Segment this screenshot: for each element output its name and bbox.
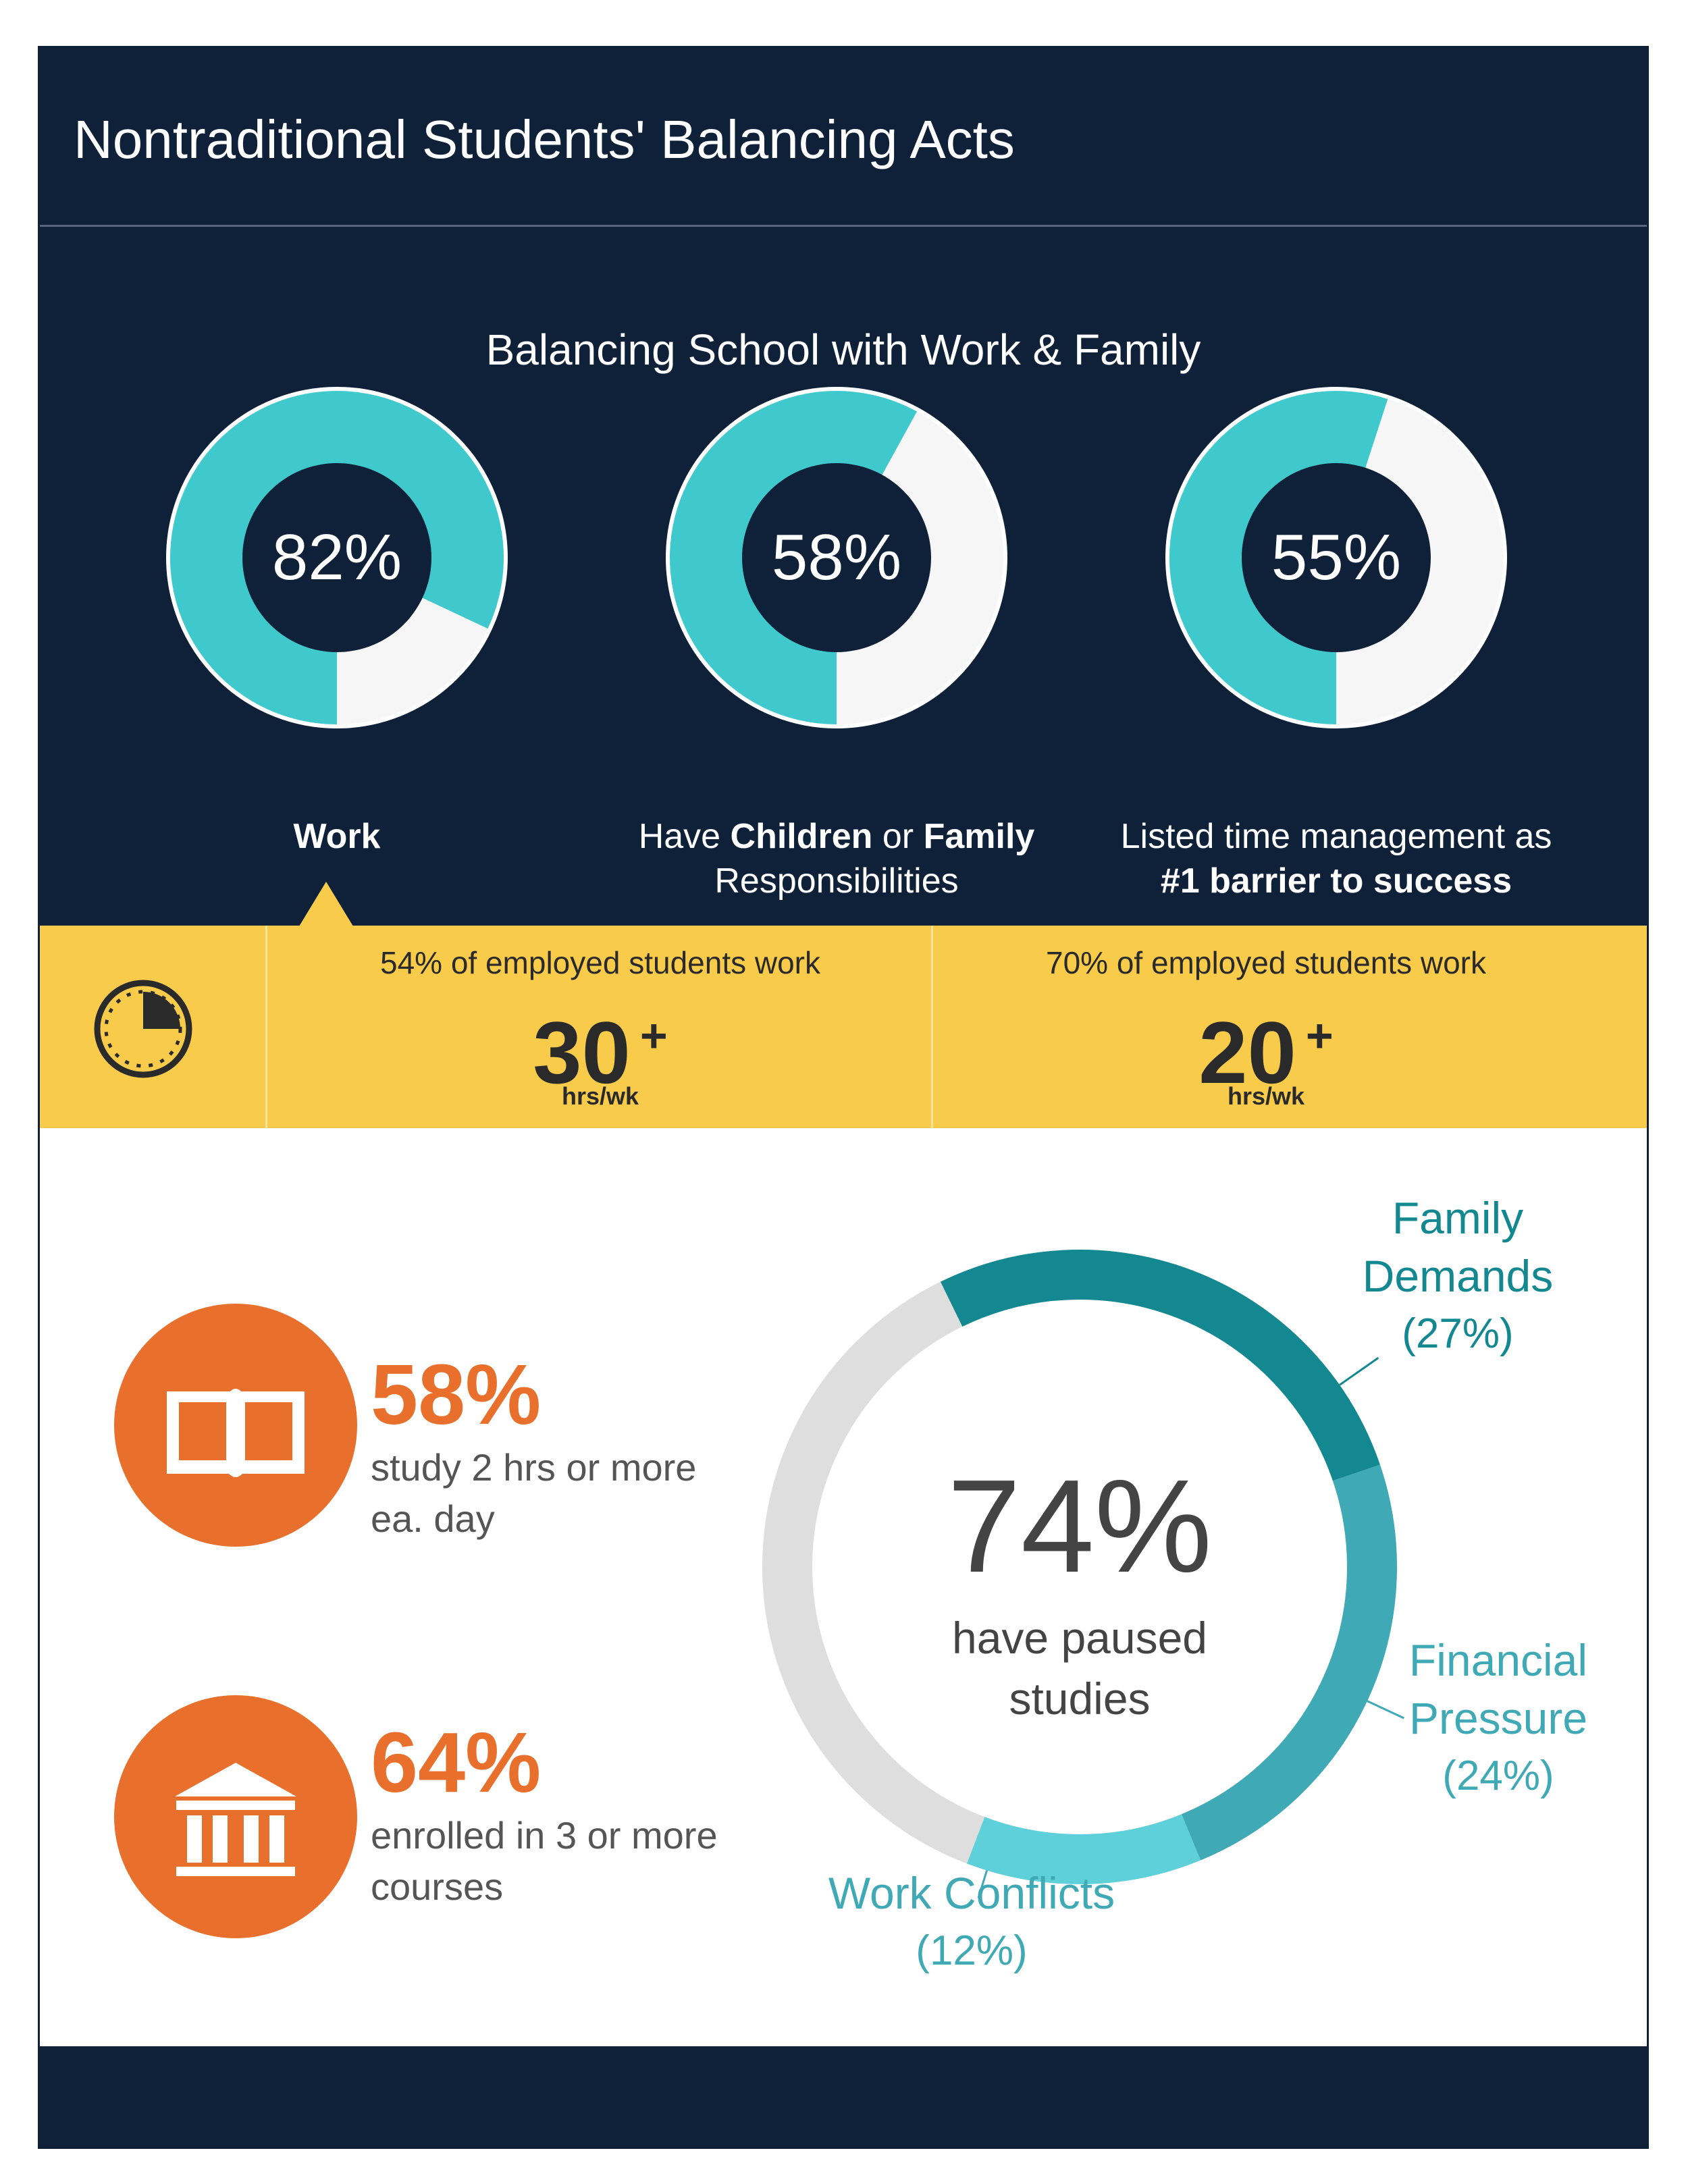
stat-unit: hrs/wk <box>561 1082 639 1110</box>
donut-hole <box>1242 463 1431 652</box>
institution-icon-circle <box>114 1695 357 1938</box>
segment-percent: (12%) <box>916 1927 1028 1974</box>
stat-number: 30 + <box>269 985 931 1103</box>
label-part: Work <box>293 817 381 856</box>
study-hours-value: 58% <box>371 1347 542 1442</box>
courses-value: 64% <box>371 1715 542 1810</box>
work-20-hours-stat: 70% of employed students work 20 + hrs/wk <box>935 926 1597 1128</box>
donut-value: 55% <box>1271 521 1402 593</box>
band-divider <box>265 926 267 1128</box>
work-donut: 82% <box>161 382 512 733</box>
footer-band <box>40 2046 1647 2147</box>
financial-pressure-leader <box>1367 1700 1404 1720</box>
band-divider <box>931 926 933 1128</box>
segment-name: Work Conflicts <box>828 1868 1115 1918</box>
label-part: #1 barrier to success <box>1160 861 1512 901</box>
family-demands-label: Family Demands (27%) <box>1323 1189 1593 1363</box>
donut-chart <box>166 387 508 728</box>
family-demands-leader <box>1339 1357 1379 1386</box>
stat-text: 70% of employed students work <box>1045 945 1487 980</box>
book-icon-circle <box>114 1304 357 1547</box>
ring-total-value: 74% <box>947 1452 1213 1600</box>
label-part: Have <box>638 817 731 856</box>
label-part: Family <box>923 817 1035 856</box>
donut-hole <box>242 463 431 652</box>
donut-value: 82% <box>271 521 402 593</box>
book-icon <box>167 1389 305 1477</box>
infographic: Nontraditional Students' Balancing Acts … <box>38 46 1649 2149</box>
ring-inner-edge <box>812 1300 1347 1834</box>
plus-sign: + <box>639 1009 668 1062</box>
label-part: Children <box>730 817 873 856</box>
work-conflicts-label: Work Conflicts (12%) <box>783 1864 1161 1980</box>
donut-hole <box>742 463 931 652</box>
segment-percent: (24%) <box>1442 1753 1554 1799</box>
callout-pointer <box>299 882 353 926</box>
hours-number: 20 <box>1198 1003 1296 1102</box>
plus-sign: + <box>1305 1009 1334 1062</box>
page-title: Nontraditional Students' Balancing Acts <box>74 109 1015 169</box>
work-conflicts-leader <box>977 1870 988 1898</box>
donut-value: 58% <box>771 521 902 593</box>
donut-chart <box>666 387 1007 728</box>
institution-icon <box>175 1763 296 1876</box>
label-part: or <box>872 817 924 856</box>
courses-text: enrolled in 3 or more courses <box>371 1814 718 1908</box>
financial-pressure-label: Financial Pressure (24%) <box>1363 1631 1633 1805</box>
clock-icon <box>94 980 192 1078</box>
work-conflicts-segment <box>967 1813 1201 1884</box>
ring-total-text: have paused studies <box>952 1613 1207 1724</box>
segment-name: Financial Pressure <box>1408 1635 1588 1743</box>
paused-studies-ring <box>749 1236 1410 1898</box>
work-hours-band: 54% of employed students work 30 + hrs/wk… <box>40 926 1647 1128</box>
segment-name: Family Demands <box>1362 1193 1554 1301</box>
segment-percent: (27%) <box>1402 1310 1514 1357</box>
study-hours-text: study 2 hrs or more ea. day <box>371 1446 697 1540</box>
donut-chart <box>1165 387 1507 728</box>
title-divider <box>40 225 1647 227</box>
ring-chart <box>762 1250 1404 1898</box>
label-part: Listed time management as <box>1120 817 1552 856</box>
financial-pressure-segment <box>1181 1464 1397 1861</box>
family-demands-segment <box>940 1250 1380 1482</box>
work-label: Work <box>101 814 573 859</box>
stat-number: 20 + <box>935 985 1597 1103</box>
label-part: Responsibilities <box>714 861 959 901</box>
section-subtitle: Balancing School with Work & Family <box>485 325 1201 374</box>
family-label: Have Children or Family Responsibilities <box>600 814 1073 903</box>
stat-unit: hrs/wk <box>1227 1082 1305 1110</box>
stat-text: 54% of employed students work <box>379 945 821 980</box>
time-donut: 55% <box>1161 382 1512 733</box>
time-label: Listed time management as #1 barrier to s… <box>1100 814 1573 903</box>
family-donut: 58% <box>661 382 1012 733</box>
work-30-hours-stat: 54% of employed students work 30 + hrs/wk <box>269 926 931 1128</box>
hours-number: 30 <box>533 1003 631 1102</box>
